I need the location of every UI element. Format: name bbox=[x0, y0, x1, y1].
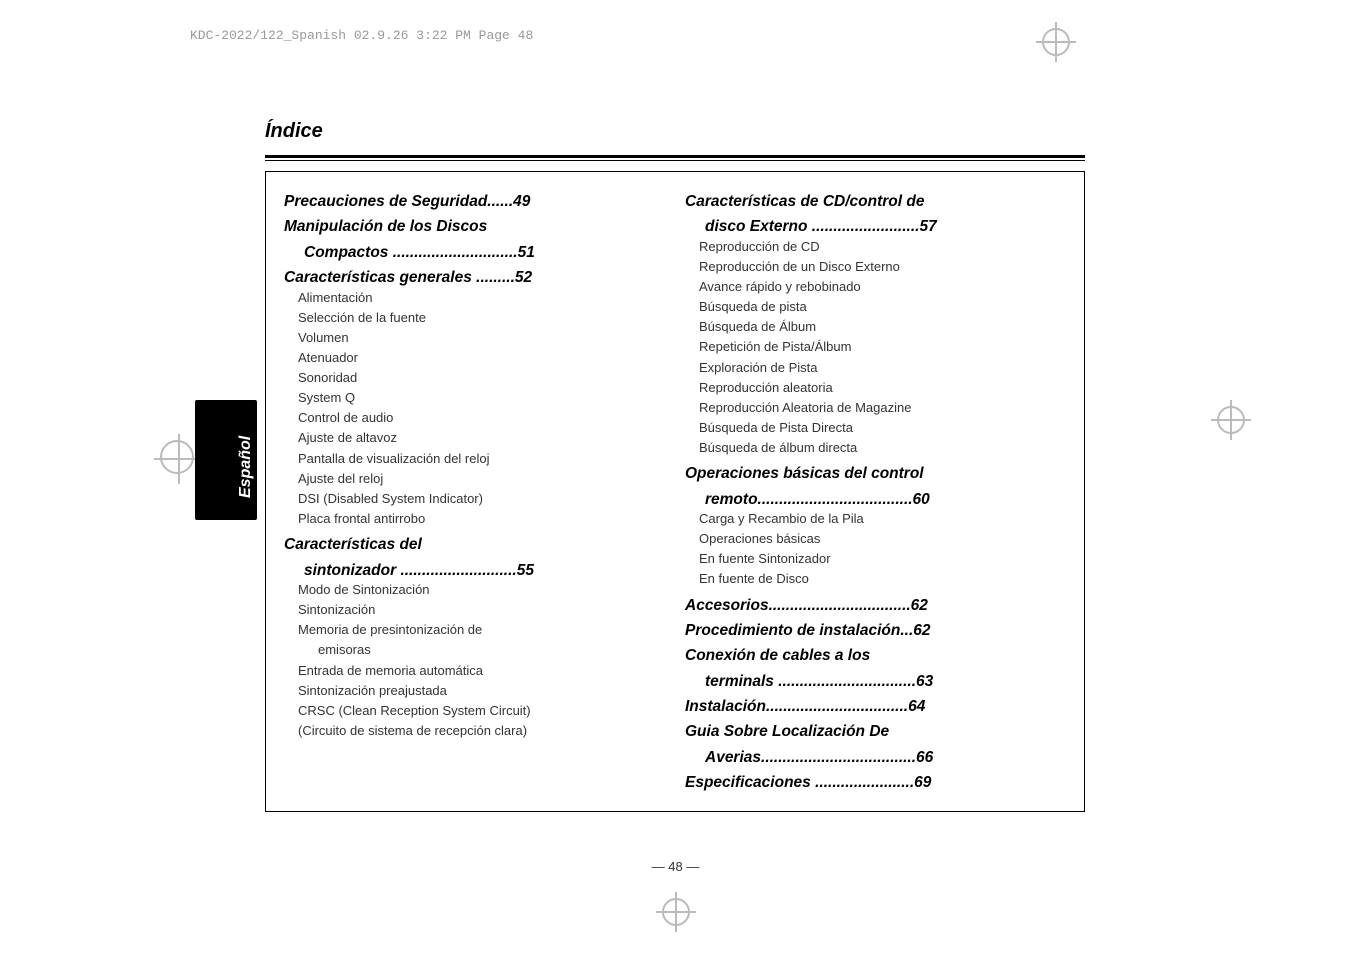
index-heading: Precauciones de Seguridad......49 bbox=[284, 192, 665, 211]
left-column: Precauciones de Seguridad......49 Manipul… bbox=[284, 186, 665, 793]
index-entry: Avance rápido y rebobinado bbox=[699, 277, 1066, 297]
index-entry: Reproducción de CD bbox=[699, 237, 1066, 257]
index-heading: Manipulación de los Discos bbox=[284, 217, 665, 236]
index-entry: Reproducción de un Disco Externo bbox=[699, 257, 1066, 277]
index-heading: Compactos .............................5… bbox=[304, 243, 665, 262]
index-heading: disco Externo .........................5… bbox=[705, 217, 1066, 236]
index-entry: Selección de la fuente bbox=[298, 308, 665, 328]
index-entry: Operaciones básicas bbox=[699, 529, 1066, 549]
index-entry: Búsqueda de pista bbox=[699, 297, 1066, 317]
index-entry: Atenuador bbox=[298, 348, 665, 368]
title-rule bbox=[265, 155, 1085, 161]
registration-circle-side-icon bbox=[1217, 406, 1245, 434]
index-entry: Volumen bbox=[298, 328, 665, 348]
index-entry: Búsqueda de Álbum bbox=[699, 317, 1066, 337]
content-area: Índice Precauciones de Seguridad......49… bbox=[265, 120, 1085, 812]
index-entry: Alimentación bbox=[298, 288, 665, 308]
index-entry: Reproducción Aleatoria de Magazine bbox=[699, 398, 1066, 418]
language-tab-label: Español bbox=[237, 436, 255, 498]
index-entry: Placa frontal antirrobo bbox=[298, 509, 665, 529]
index-entry: En fuente Sintonizador bbox=[699, 549, 1066, 569]
index-entry: Búsqueda de álbum directa bbox=[699, 438, 1066, 458]
index-entry: Sintonización preajustada bbox=[298, 681, 665, 701]
index-entry: Entrada de memoria automática bbox=[298, 661, 665, 681]
index-heading: Características generales .........52 bbox=[284, 268, 665, 287]
index-entry: CRSC (Clean Reception System Circuit) bbox=[298, 701, 665, 721]
index-heading: Procedimiento de instalación...62 bbox=[685, 621, 1066, 640]
index-entry: (Circuito de sistema de recepción clara) bbox=[298, 721, 665, 741]
index-entry: Búsqueda de Pista Directa bbox=[699, 418, 1066, 438]
index-entry: Control de audio bbox=[298, 408, 665, 428]
right-column: Características de CD/control de disco Ex… bbox=[685, 186, 1066, 793]
index-heading: Características del bbox=[284, 535, 665, 554]
index-entry: Exploración de Pista bbox=[699, 358, 1066, 378]
index-columns: Precauciones de Seguridad......49 Manipul… bbox=[284, 186, 1066, 793]
index-heading: Accesorios..............................… bbox=[685, 596, 1066, 615]
registration-circle-bottom-icon bbox=[662, 898, 690, 926]
registration-mark-binding-icon bbox=[160, 440, 194, 474]
index-entry: emisoras bbox=[318, 640, 665, 660]
index-entry: Sintonización bbox=[298, 600, 665, 620]
index-frame: Precauciones de Seguridad......49 Manipul… bbox=[265, 171, 1085, 812]
index-entry: Carga y Recambio de la Pila bbox=[699, 509, 1066, 529]
language-tab: Español bbox=[195, 400, 257, 520]
index-entry: Repetición de Pista/Álbum bbox=[699, 337, 1066, 357]
index-heading: remoto..................................… bbox=[705, 490, 1066, 509]
index-entry: DSI (Disabled System Indicator) bbox=[298, 489, 665, 509]
index-entry: Ajuste de altavoz bbox=[298, 428, 665, 448]
index-heading: Instalación.............................… bbox=[685, 697, 1066, 716]
index-entry: Pantalla de visualización del reloj bbox=[298, 449, 665, 469]
index-heading: Operaciones básicas del control bbox=[685, 464, 1066, 483]
index-entry: Sonoridad bbox=[298, 368, 665, 388]
index-heading: Características de CD/control de bbox=[685, 192, 1066, 211]
page-title: Índice bbox=[265, 120, 1085, 147]
page-number: — 48 — bbox=[652, 859, 700, 874]
registration-circle-top-icon bbox=[1042, 28, 1070, 56]
header-note: KDC-2022/122_Spanish 02.9.26 3:22 PM Pag… bbox=[190, 28, 533, 43]
index-heading: terminals ..............................… bbox=[705, 672, 1066, 691]
index-heading: Guia Sobre Localización De bbox=[685, 722, 1066, 741]
index-heading: Averias.................................… bbox=[705, 748, 1066, 767]
index-entry: En fuente de Disco bbox=[699, 569, 1066, 589]
index-entry: Memoria de presintonización de bbox=[298, 620, 665, 640]
index-entry: Modo de Sintonización bbox=[298, 580, 665, 600]
index-heading: sintonizador ...........................… bbox=[304, 561, 665, 580]
index-entry: Reproducción aleatoria bbox=[699, 378, 1066, 398]
index-entry: Ajuste del reloj bbox=[298, 469, 665, 489]
index-heading: Conexión de cables a los bbox=[685, 646, 1066, 665]
index-heading: Especificaciones .......................… bbox=[685, 773, 1066, 792]
index-entry: System Q bbox=[298, 388, 665, 408]
